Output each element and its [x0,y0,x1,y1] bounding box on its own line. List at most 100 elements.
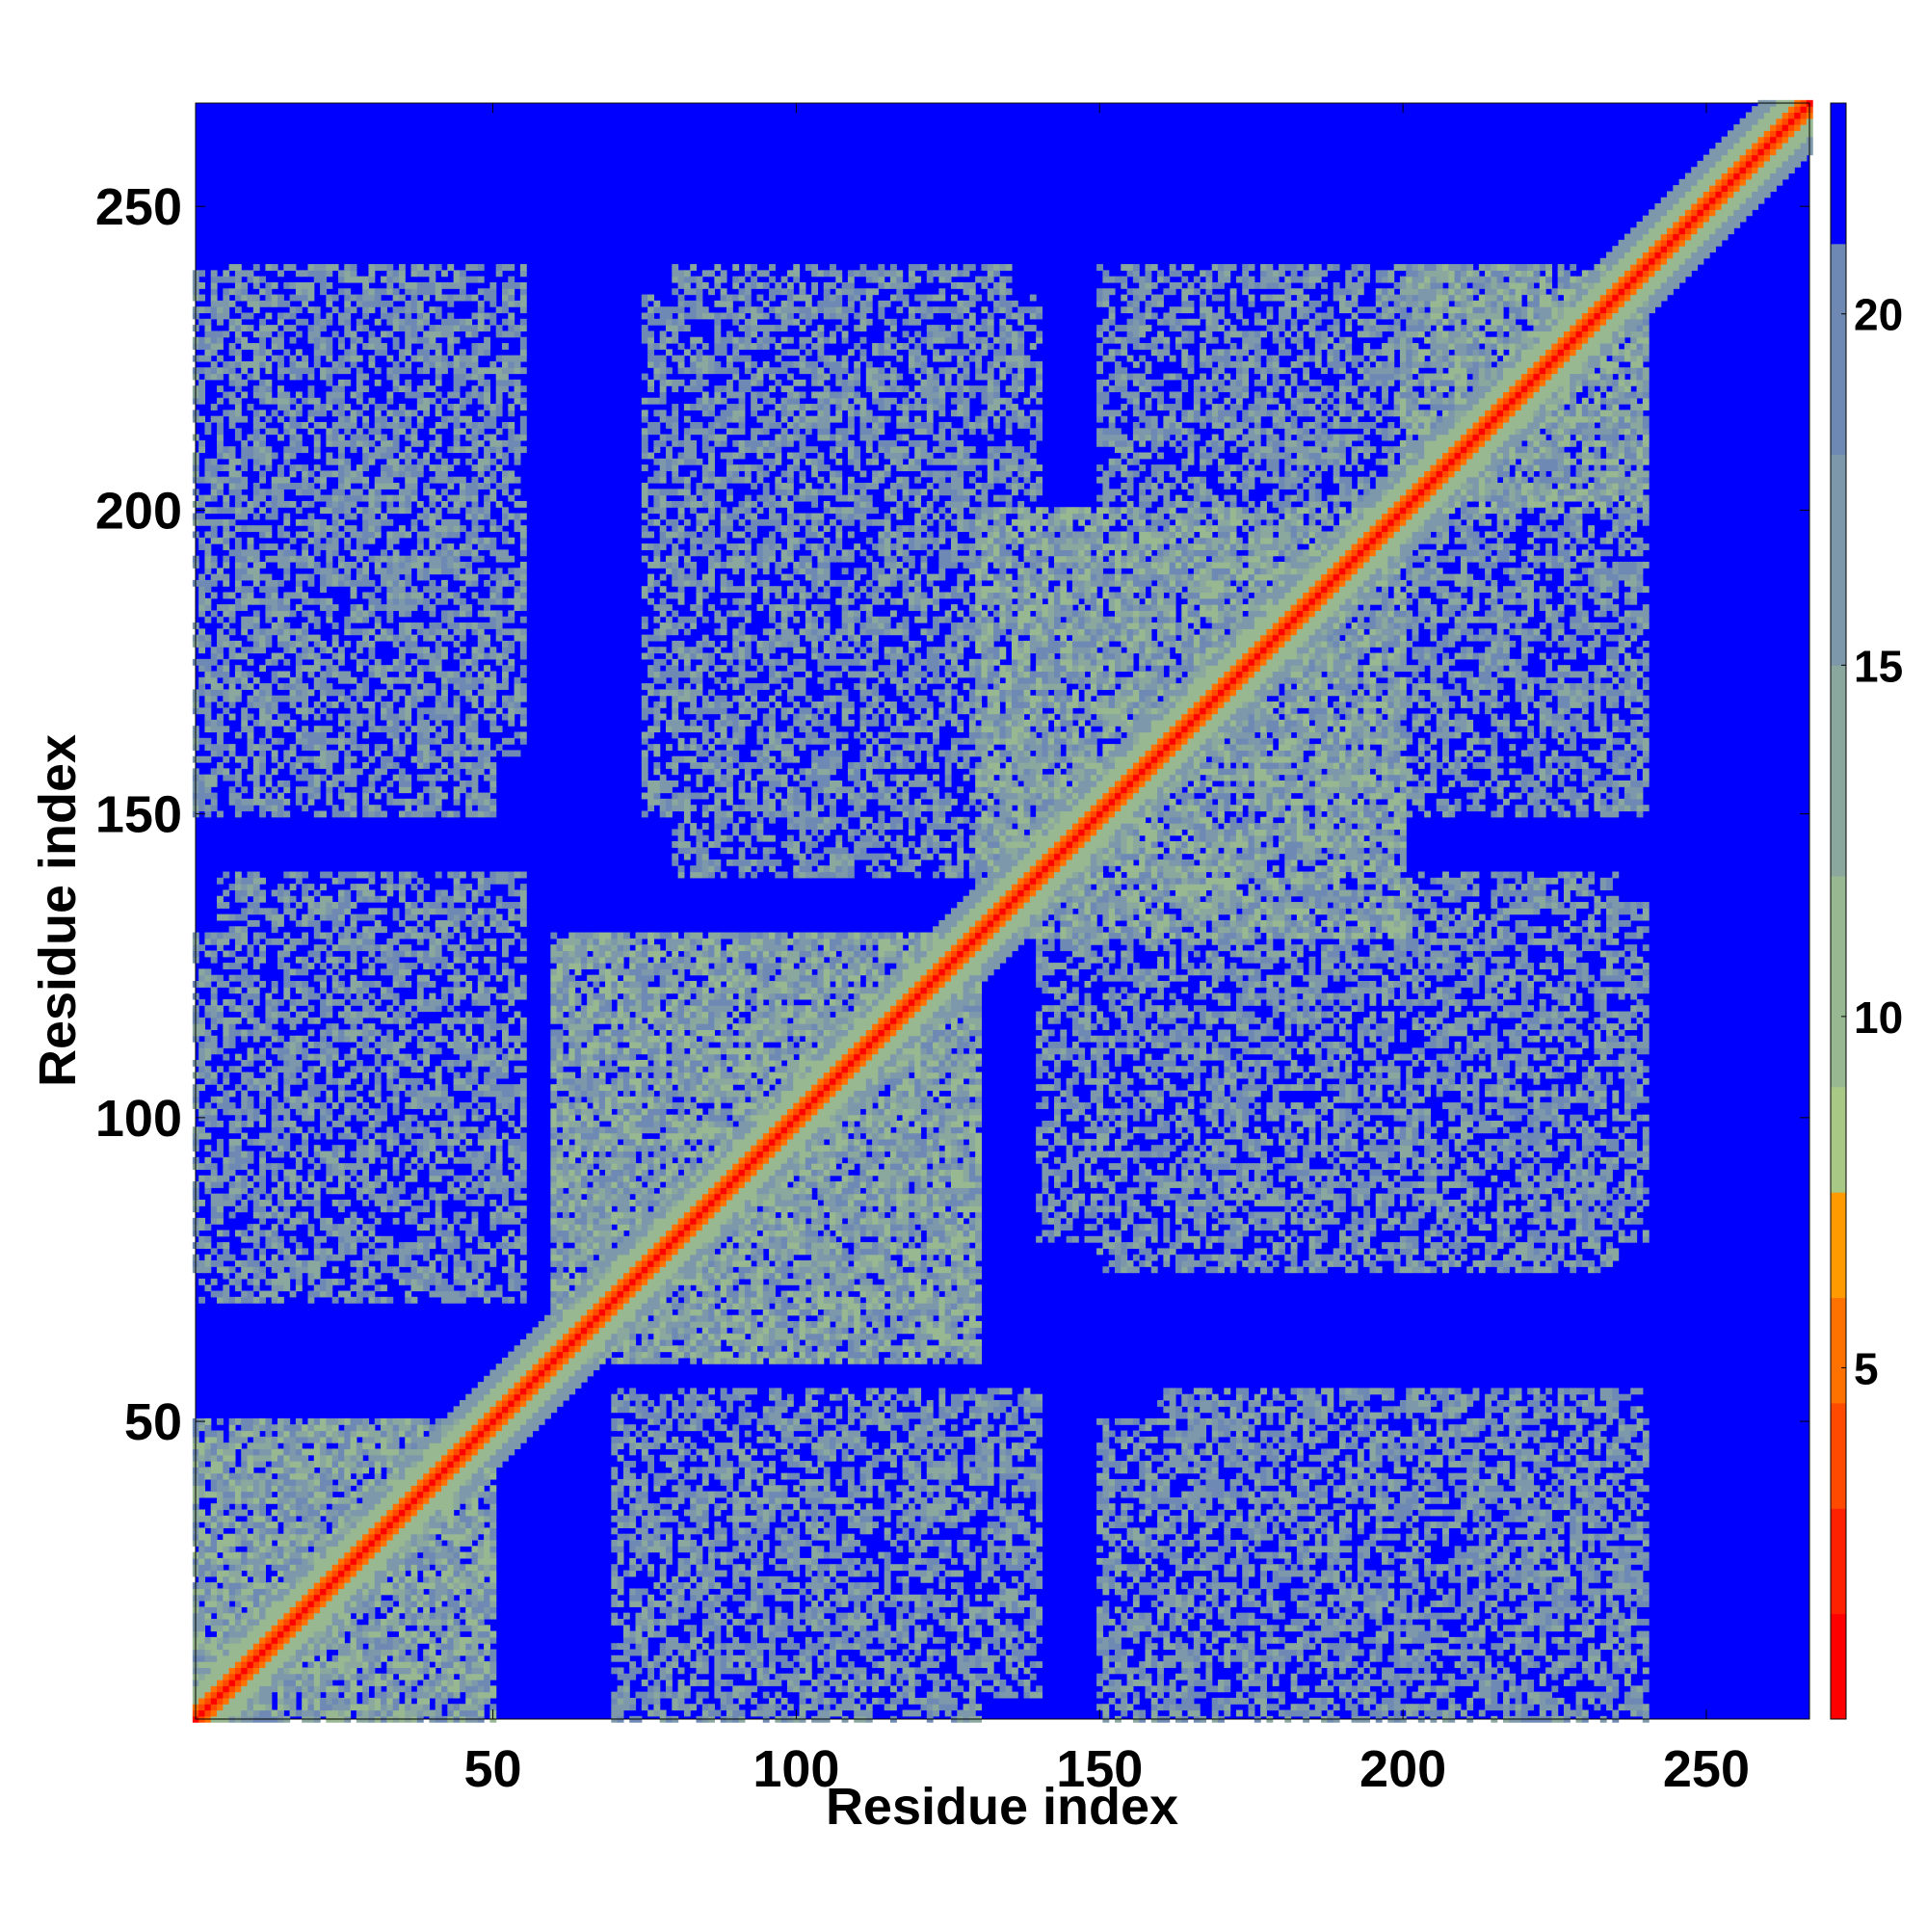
heatmap-cell [259,1685,266,1693]
heatmap-cell [326,610,333,618]
heatmap-cell [204,719,212,727]
heatmap-cell [223,998,230,1006]
heatmap-cell [302,1612,309,1620]
heatmap-cell [410,1272,418,1280]
heatmap-cell [356,1461,363,1468]
heatmap-cell [247,1072,254,1079]
heatmap-cell [289,750,297,757]
heatmap-cell [313,810,321,818]
heatmap-cell [241,1649,249,1656]
heatmap-cell [331,1709,339,1717]
heatmap-cell [326,270,333,278]
heatmap-cell [320,518,327,526]
heatmap-cell [362,938,370,945]
heatmap-cell [374,446,382,454]
heatmap-cell [252,276,260,283]
heatmap-cell [381,415,387,423]
heatmap-cell [234,1175,242,1182]
heatmap-cell [381,1582,387,1590]
heatmap-cell [204,1588,212,1596]
heatmap-cell [344,294,352,302]
heatmap-cell [217,1685,224,1693]
heatmap-cell [198,476,206,484]
heatmap-cell [271,579,278,587]
heatmap-cell [271,1163,278,1171]
heatmap-cell [295,1096,303,1103]
heatmap-cell [210,1527,218,1535]
heatmap-cell [234,774,242,781]
heatmap-cell [289,325,297,331]
heatmap-cell [265,1704,273,1711]
heatmap-cell [392,1496,400,1504]
heatmap-cell [247,919,254,927]
heatmap-cell [265,264,273,271]
heatmap-cell [356,1612,363,1620]
heatmap-cell [326,1126,333,1134]
heatmap-cell [247,343,254,350]
heatmap-cell [217,1175,224,1182]
heatmap-cell [228,950,236,958]
heatmap-cell [398,1594,406,1601]
heatmap-cell [241,1575,249,1583]
heatmap-cell [368,1181,376,1188]
heatmap-cell [405,877,412,885]
heatmap-cell [247,1649,254,1656]
heatmap-cell [252,1084,260,1092]
heatmap-cell [302,774,309,781]
heatmap-cell [259,1442,266,1450]
heatmap-cell [356,1430,363,1438]
heatmap-cell [302,628,309,636]
heatmap-cell [289,555,297,563]
heatmap-cell [289,500,297,508]
heatmap-cell [392,458,400,465]
heatmap-cell [247,1522,254,1528]
heatmap-cell [337,689,345,697]
heatmap-cell [247,658,254,666]
heatmap-cell [320,1606,327,1614]
heatmap-cell [398,1551,406,1559]
heatmap-cell [204,421,212,429]
heatmap-cell [381,1680,387,1686]
heatmap-cell [313,1181,321,1188]
heatmap-cell [356,1654,363,1662]
heatmap-cell [265,325,273,331]
heatmap-cell [283,1467,291,1474]
heatmap-cell [210,1017,218,1024]
heatmap-cell [252,391,260,399]
heatmap-cell [386,1625,394,1632]
heatmap-cell [265,1290,273,1298]
heatmap-cell [234,1156,242,1164]
heatmap-cell [198,755,206,763]
heatmap-cell [368,1121,376,1127]
heatmap-cell [277,1417,284,1425]
heatmap-cell [198,647,206,654]
heatmap-cell [356,1284,363,1292]
heatmap-cell [210,676,218,684]
heatmap-cell [228,1643,236,1651]
heatmap-cell [398,647,406,654]
heatmap-cell [320,1260,327,1267]
heatmap-cell [350,998,357,1006]
heatmap-cell [210,1454,218,1462]
heatmap-cell [217,464,224,471]
heatmap-cell [368,1023,376,1031]
heatmap-cell [337,877,345,885]
heatmap-cell [350,1235,357,1243]
heatmap-cell [410,325,418,331]
heatmap-cell [302,919,309,927]
heatmap-cell [241,992,249,1000]
heatmap-cell [381,1557,387,1565]
heatmap-cell [217,1618,224,1626]
heatmap-cell [271,1169,278,1177]
heatmap-cell [405,531,412,539]
heatmap-cell [217,1557,224,1565]
heatmap-cell [313,1509,321,1517]
heatmap-cell [247,597,254,605]
heatmap-cell [252,1108,260,1116]
heatmap-cell [234,385,242,393]
heatmap-cell [217,1673,224,1681]
heatmap-cell [210,1564,218,1572]
heatmap-cell [277,1121,284,1127]
heatmap-cell [241,494,249,502]
heatmap-cell [337,1612,345,1620]
